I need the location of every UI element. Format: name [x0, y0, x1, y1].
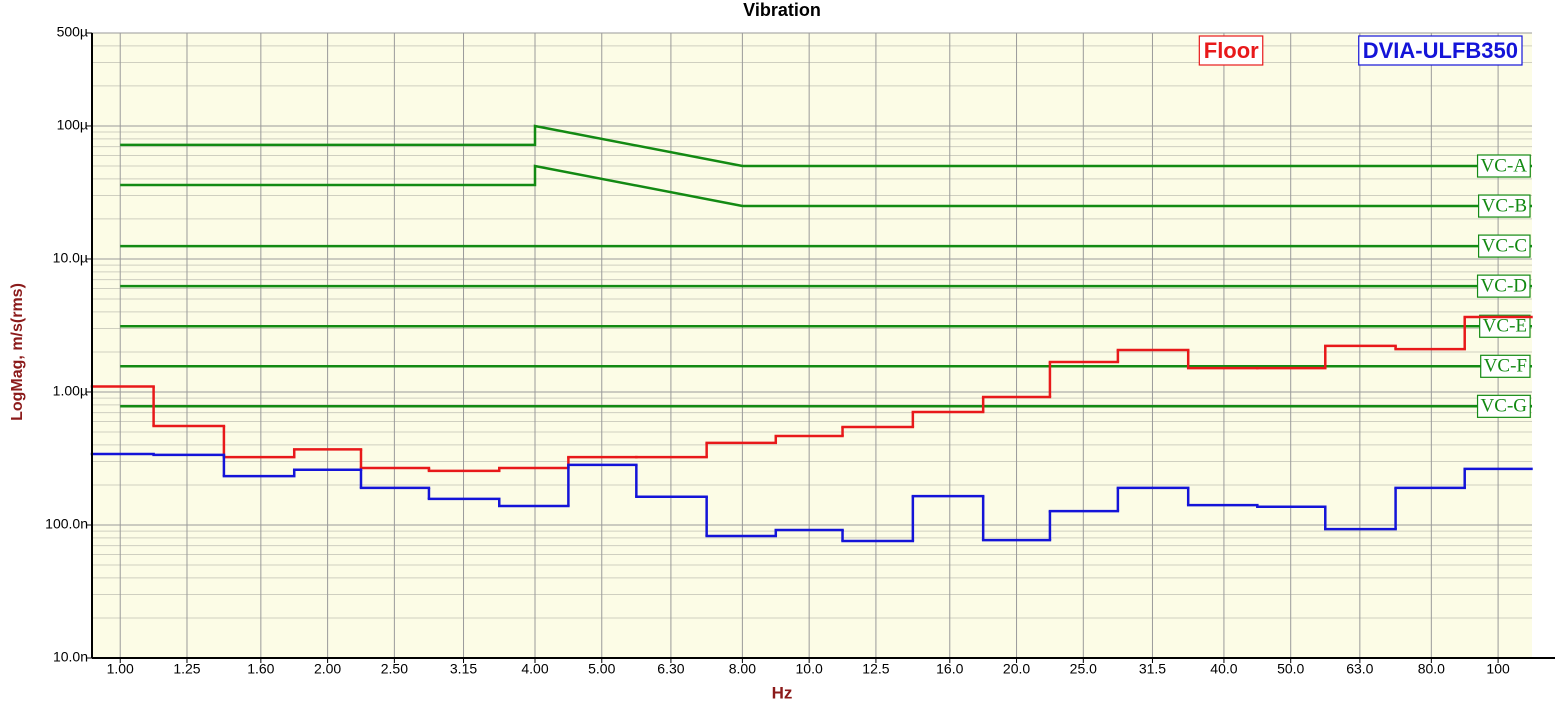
x-tick-label: 3.15 — [450, 661, 477, 677]
y-tick-label: 1.00µ — [53, 383, 88, 399]
x-tick-label: 5.00 — [588, 661, 615, 677]
x-tick-label: 6.30 — [657, 661, 684, 677]
y-tick-label: 10.0n — [53, 649, 88, 665]
criterion-label-box — [1476, 274, 1531, 298]
x-axis-label: Hz — [772, 683, 793, 702]
x-tick-label: 50.0 — [1277, 661, 1304, 677]
x-tick-label: 100 — [1486, 661, 1510, 677]
criterion-label-text: VC-D — [1481, 275, 1527, 296]
criterion-label: VC-C — [1477, 234, 1531, 258]
criterion-label-box — [1476, 154, 1531, 178]
y-tick-label: 500µ — [57, 24, 88, 40]
criterion-label-text: VC-E — [1483, 316, 1527, 337]
legend-item: DVIA-ULFB350 — [1358, 35, 1523, 66]
y-tick-label: 100.0n — [45, 516, 88, 532]
criterion-label-box — [1480, 354, 1531, 378]
legend-item: Floor — [1198, 35, 1264, 66]
x-tick-label: 20.0 — [1003, 661, 1030, 677]
criterion-label: VC-F — [1480, 354, 1531, 378]
y-tick-label: 10.0µ — [53, 250, 88, 266]
criterion-label-text: VC-F — [1484, 356, 1527, 377]
x-tick-label: 4.00 — [521, 661, 548, 677]
x-tick-label: 1.00 — [107, 661, 134, 677]
x-tick-label: 10.0 — [796, 661, 823, 677]
criterion-label: VC-A — [1476, 154, 1531, 178]
x-tick-label: 25.0 — [1070, 661, 1097, 677]
x-tick-label: 2.00 — [314, 661, 341, 677]
criterion-label-box — [1477, 234, 1531, 258]
criterion-label-text: VC-G — [1481, 396, 1528, 417]
x-tick-label: 12.5 — [862, 661, 889, 677]
x-tick-label: 1.25 — [173, 661, 200, 677]
criterion-line — [120, 164, 1532, 208]
criterion-label: VC-B — [1477, 194, 1531, 218]
x-tick-label: 8.00 — [729, 661, 756, 677]
y-axis-label: LogMag, m/s(rms) — [9, 283, 26, 421]
legend-box — [1198, 35, 1264, 66]
y-tick-label: 100µ — [57, 117, 88, 133]
x-tick-label: 16.0 — [936, 661, 963, 677]
x-tick-label: 63.0 — [1346, 661, 1373, 677]
x-tick-label: 2.50 — [381, 661, 408, 677]
criterion-label-box — [1476, 394, 1531, 418]
chart-title: Vibration — [743, 0, 821, 20]
criterion-line — [120, 124, 1532, 168]
criterion-label-text: VC-B — [1482, 195, 1527, 216]
x-tick-label: 80.0 — [1418, 661, 1445, 677]
plot-background — [92, 33, 1532, 658]
x-tick-label: 1.60 — [247, 661, 274, 677]
criterion-label: VC-D — [1476, 274, 1531, 298]
legend-label: DVIA-ULFB350 — [1363, 38, 1518, 63]
legend-label: Floor — [1204, 38, 1259, 63]
criterion-label: VC-E — [1479, 314, 1531, 338]
criterion-label-box — [1477, 194, 1531, 218]
legend-box — [1358, 35, 1523, 66]
x-tick-label: 40.0 — [1210, 661, 1237, 677]
criterion-label-text: VC-A — [1481, 155, 1528, 176]
criterion-label-box — [1479, 314, 1531, 338]
x-tick-label: 31.5 — [1139, 661, 1166, 677]
criterion-label: VC-G — [1476, 394, 1531, 418]
criterion-label-text: VC-C — [1482, 235, 1527, 256]
